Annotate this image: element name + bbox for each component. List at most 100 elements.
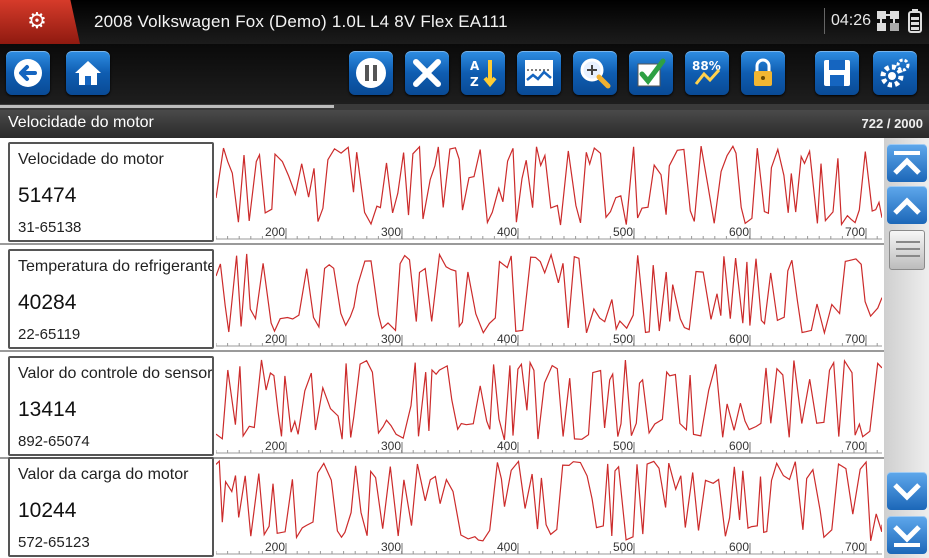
pid-trace xyxy=(216,358,882,441)
status-area: 04:26 xyxy=(823,8,923,34)
pid-graph[interactable]: 200 300 400 500 600 700 xyxy=(216,140,882,242)
pause-icon xyxy=(356,58,386,88)
pid-range: 22-65119 xyxy=(18,326,81,343)
pid-graph[interactable]: 200 300 400 500 600 700 xyxy=(216,247,882,349)
frame-counter: 722 / 2000 xyxy=(861,116,923,131)
x-icon xyxy=(413,59,441,87)
settings-button[interactable] xyxy=(873,51,917,95)
pid-value: 13414 xyxy=(18,398,77,421)
pid-card[interactable]: Velocidade do motor 51474 31-65138 xyxy=(8,142,214,242)
record-progress-bar xyxy=(0,104,929,110)
pid-value: 40284 xyxy=(18,291,77,314)
app-logo[interactable]: ⚙ xyxy=(0,0,80,44)
pid-graph[interactable]: 200 300 400 500 600 700 xyxy=(216,354,882,456)
pid-row[interactable]: Velocidade do motor 51474 31-65138 200 30… xyxy=(0,138,884,243)
zoom-button[interactable] xyxy=(573,51,617,95)
axis-tick-label: 500 xyxy=(613,225,633,239)
graph-icon xyxy=(525,60,553,86)
pid-range: 892-65074 xyxy=(18,433,90,450)
selected-pid-title: Velocidade do motor xyxy=(8,114,154,131)
pid-row[interactable]: Valor do controle do sensor 13414 892-65… xyxy=(0,352,884,457)
title-bar: ⚙ 2008 Volkswagen Fox (Demo) 1.0L L4 8V … xyxy=(0,0,929,44)
axis-tick-label: 200 xyxy=(265,439,285,453)
clear-button[interactable] xyxy=(405,51,449,95)
scroll-down-button[interactable] xyxy=(887,472,927,510)
pid-graph-list: Velocidade do motor 51474 31-65138 200 30… xyxy=(0,138,929,558)
pid-row[interactable]: Valor da carga do motor 10244 572-65123 … xyxy=(0,453,884,558)
pid-graph[interactable]: 200 300 400 500 600 700 xyxy=(216,455,882,557)
scroll-up-button[interactable] xyxy=(887,186,927,224)
checkmark-icon xyxy=(637,58,666,87)
pid-card[interactable]: Valor da carga do motor 10244 572-65123 xyxy=(8,457,214,557)
axis-tick-label: 600 xyxy=(729,332,749,346)
clock: 04:26 xyxy=(823,8,871,34)
select-button[interactable] xyxy=(629,51,673,95)
home-icon xyxy=(75,61,101,85)
axis-tick-label: 400 xyxy=(497,439,517,453)
axis-tick-label: 400 xyxy=(497,540,517,554)
pid-card[interactable]: Temperatura do refrigerante 40284 22-651… xyxy=(8,249,214,349)
axis-tick-label: 700 xyxy=(845,332,865,346)
axis-tick-label: 200 xyxy=(265,540,285,554)
back-button[interactable] xyxy=(6,51,50,95)
pid-name: Temperatura do refrigerante xyxy=(18,258,214,275)
floppy-icon xyxy=(824,60,850,86)
axis-tick-label: 200 xyxy=(265,332,285,346)
axis-tick-label: 300 xyxy=(381,540,401,554)
scroll-top-button[interactable] xyxy=(887,144,927,182)
pid-trace xyxy=(216,145,882,227)
zoom-icon xyxy=(580,58,611,89)
pause-button[interactable] xyxy=(349,51,393,95)
toolbar: A Z 88% xyxy=(0,44,929,104)
double-chevron-down-icon xyxy=(893,525,921,547)
chevron-up-icon xyxy=(893,197,921,215)
lock-button[interactable] xyxy=(741,51,785,95)
pid-range: 572-65123 xyxy=(18,534,90,551)
lock-icon xyxy=(754,58,772,86)
axis-tick-label: 600 xyxy=(729,439,749,453)
axis-tick-label: 500 xyxy=(613,332,633,346)
pid-header-bar: Velocidade do motor 722 / 2000 xyxy=(0,110,929,138)
pid-card[interactable]: Valor do controle do sensor 13414 892-65… xyxy=(8,356,214,456)
pid-value: 51474 xyxy=(18,184,77,207)
row-divider xyxy=(0,457,884,459)
axis-tick-label: 300 xyxy=(381,225,401,239)
battery-icon xyxy=(908,9,922,33)
pid-trace xyxy=(216,459,882,542)
scroll-controls xyxy=(884,138,929,558)
double-chevron-up-icon xyxy=(893,151,921,175)
axis-tick-label: 500 xyxy=(613,439,633,453)
axis-tick-label: 400 xyxy=(497,332,517,346)
axis-tick-label: 600 xyxy=(729,540,749,554)
scrollbar-thumb[interactable] xyxy=(889,230,925,270)
axis-tick-label: 700 xyxy=(845,540,865,554)
svg-text:A: A xyxy=(470,59,480,73)
back-arrow-icon xyxy=(14,59,42,87)
axis-tick-label: 300 xyxy=(381,439,401,453)
record-progress-fill xyxy=(0,105,335,108)
graph-view-button[interactable] xyxy=(517,51,561,95)
pid-name: Valor da carga do motor xyxy=(18,466,189,483)
network-icon xyxy=(877,11,899,31)
axis-tick-label: 700 xyxy=(845,439,865,453)
sort-button[interactable]: A Z xyxy=(461,51,505,95)
axis-tick-label: 300 xyxy=(381,332,401,346)
scroll-bottom-button[interactable] xyxy=(887,516,927,554)
pid-name: Valor do controle do sensor xyxy=(18,365,213,382)
units-button[interactable]: 88% xyxy=(685,51,729,95)
row-divider xyxy=(0,243,884,245)
pid-range: 31-65138 xyxy=(18,219,82,236)
pid-name: Velocidade do motor xyxy=(18,151,164,168)
percent-icon: 88% xyxy=(692,59,721,85)
svg-text:Z: Z xyxy=(470,75,479,89)
units-label: 88% xyxy=(692,59,721,73)
home-button[interactable] xyxy=(66,51,110,95)
pid-row[interactable]: Temperatura do refrigerante 40284 22-651… xyxy=(0,245,884,350)
axis-tick-label: 600 xyxy=(729,225,749,239)
save-button[interactable] xyxy=(815,51,859,95)
row-divider xyxy=(0,350,884,352)
pid-value: 10244 xyxy=(18,499,77,522)
vehicle-logo-icon: ⚙ xyxy=(27,9,47,34)
vehicle-title: 2008 Volkswagen Fox (Demo) 1.0L L4 8V Fl… xyxy=(94,12,508,31)
sort-az-icon: A Z xyxy=(470,59,497,89)
